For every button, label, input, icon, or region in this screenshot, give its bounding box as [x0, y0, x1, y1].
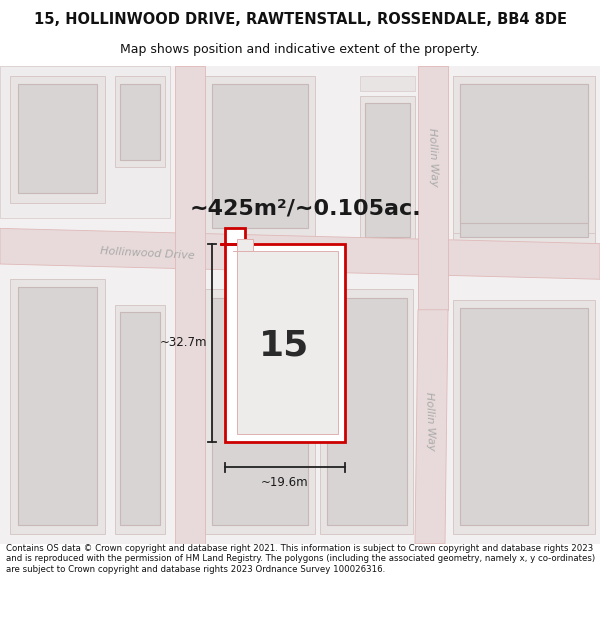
Text: Hollinwood Drive: Hollinwood Drive	[100, 246, 195, 261]
Polygon shape	[460, 84, 588, 223]
Polygon shape	[115, 76, 165, 168]
Polygon shape	[18, 288, 97, 526]
Polygon shape	[320, 289, 413, 534]
Text: 15, HOLLINWOOD DRIVE, RAWTENSTALL, ROSSENDALE, BB4 8DE: 15, HOLLINWOOD DRIVE, RAWTENSTALL, ROSSE…	[34, 12, 566, 27]
Text: Hollin Way: Hollin Way	[427, 127, 439, 187]
Polygon shape	[10, 279, 105, 534]
Polygon shape	[415, 310, 448, 544]
Polygon shape	[460, 84, 588, 159]
Polygon shape	[120, 84, 160, 160]
Polygon shape	[460, 179, 588, 236]
Polygon shape	[327, 298, 407, 526]
Polygon shape	[205, 289, 315, 534]
Polygon shape	[453, 299, 595, 534]
Polygon shape	[220, 228, 345, 442]
Text: ~19.6m: ~19.6m	[261, 476, 309, 489]
Polygon shape	[233, 239, 338, 434]
Text: ~32.7m: ~32.7m	[160, 336, 207, 349]
Polygon shape	[0, 228, 600, 279]
Polygon shape	[10, 76, 105, 203]
Polygon shape	[18, 84, 97, 192]
Polygon shape	[175, 66, 205, 544]
Polygon shape	[453, 76, 595, 168]
Polygon shape	[460, 308, 588, 526]
Text: Contains OS data © Crown copyright and database right 2021. This information is : Contains OS data © Crown copyright and d…	[6, 544, 595, 574]
Polygon shape	[0, 66, 600, 544]
Polygon shape	[453, 76, 595, 234]
Polygon shape	[0, 66, 170, 218]
Polygon shape	[453, 173, 595, 244]
Text: Map shows position and indicative extent of the property.: Map shows position and indicative extent…	[120, 42, 480, 56]
Polygon shape	[115, 304, 165, 534]
Text: Hollin Way: Hollin Way	[424, 392, 436, 451]
Text: 15: 15	[259, 328, 309, 362]
Polygon shape	[360, 76, 415, 91]
Polygon shape	[205, 76, 315, 239]
Text: ~425m²/~0.105ac.: ~425m²/~0.105ac.	[190, 198, 422, 218]
Polygon shape	[212, 298, 308, 526]
Polygon shape	[120, 312, 160, 526]
Polygon shape	[418, 66, 448, 310]
Polygon shape	[212, 84, 308, 228]
Polygon shape	[360, 96, 415, 244]
Polygon shape	[365, 103, 410, 236]
